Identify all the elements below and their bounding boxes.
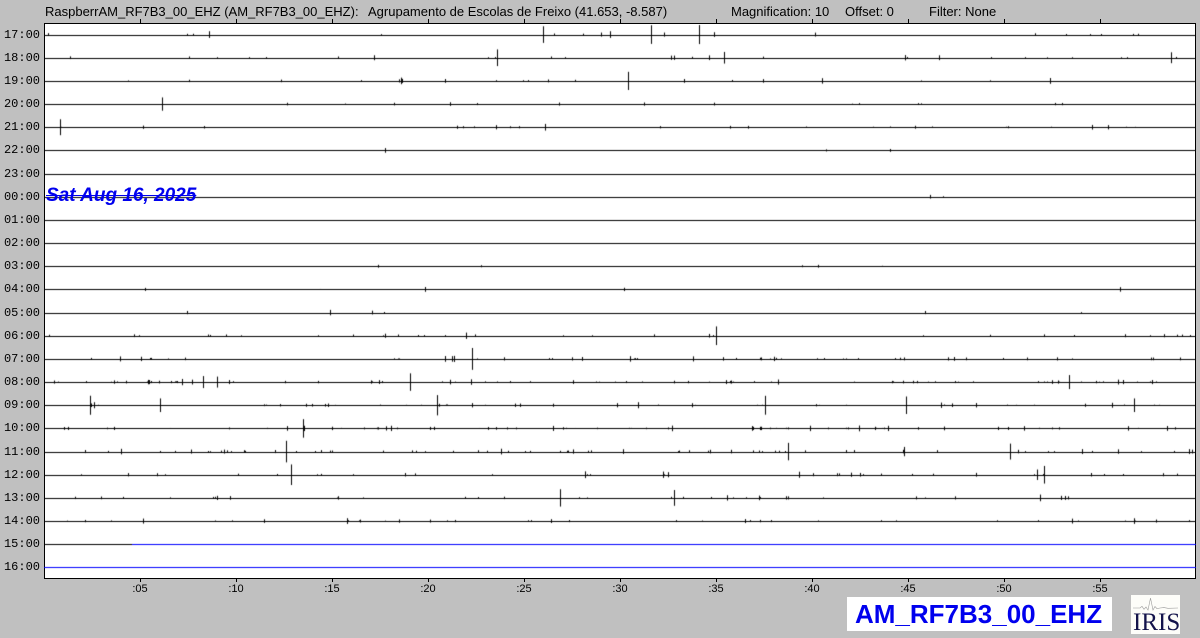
svg-text:IRIS: IRIS [1133, 609, 1180, 634]
